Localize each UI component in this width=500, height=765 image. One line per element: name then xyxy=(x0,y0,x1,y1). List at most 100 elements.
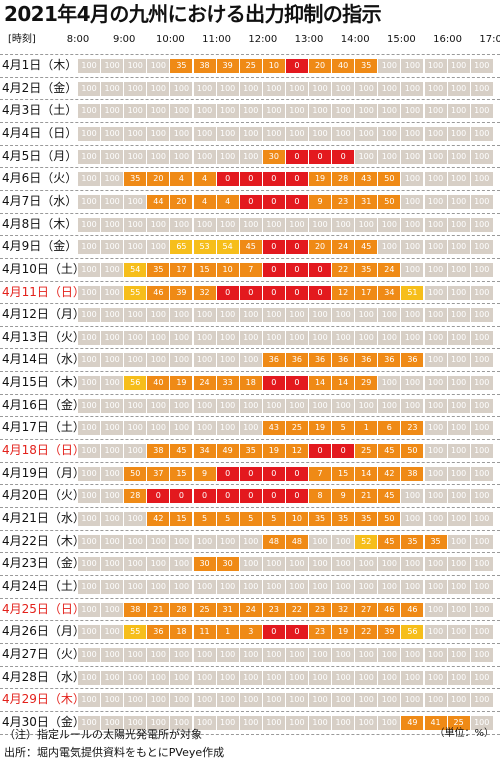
curtailment-cell: 100 xyxy=(424,126,447,141)
curtailment-cell: 100 xyxy=(470,579,493,594)
curtailment-cell: 100 xyxy=(424,693,447,708)
curtailment-cell: 15 xyxy=(170,466,193,481)
curtailment-cell: 100 xyxy=(170,126,193,141)
curtailment-cell: 100 xyxy=(170,693,193,708)
curtailment-cell: 100 xyxy=(78,308,101,323)
curtailment-cell: 100 xyxy=(470,647,493,662)
curtailment-cell: 100 xyxy=(147,421,170,436)
curtailment-cell: 100 xyxy=(101,579,124,594)
curtailment-cell: 100 xyxy=(239,670,262,685)
curtailment-cell: 45 xyxy=(239,240,262,255)
curtailment-cell: 100 xyxy=(424,602,447,617)
curtailment-cell: 100 xyxy=(124,421,147,436)
curtailment-cell: 4 xyxy=(193,194,216,209)
curtailment-cell: 100 xyxy=(147,126,170,141)
curtailment-cell: 100 xyxy=(239,149,262,164)
curtailment-cell: 0 xyxy=(285,489,308,504)
curtailment-cell: 45 xyxy=(378,534,401,549)
curtailment-cell: 100 xyxy=(309,715,332,730)
curtailment-cell: 100 xyxy=(378,240,401,255)
curtailment-cell: 46 xyxy=(378,602,401,617)
curtailment-cell: 100 xyxy=(470,376,493,391)
curtailment-cell: 0 xyxy=(262,376,285,391)
row-divider xyxy=(0,144,500,146)
curtailment-cell: 38 xyxy=(147,444,170,459)
curtailment-cell: 55 xyxy=(124,285,147,300)
curtailment-cell: 100 xyxy=(262,670,285,685)
curtailment-cell: 19 xyxy=(262,444,285,459)
curtailment-cell: 100 xyxy=(309,126,332,141)
curtailment-cell: 100 xyxy=(170,330,193,345)
curtailment-cell: 24 xyxy=(378,262,401,277)
curtailment-cell: 100 xyxy=(378,149,401,164)
curtailment-cell: 100 xyxy=(309,330,332,345)
curtailment-cell: 100 xyxy=(147,330,170,345)
curtailment-cell: 100 xyxy=(101,59,124,73)
curtailment-cell: 100 xyxy=(239,217,262,232)
curtailment-cell: 20 xyxy=(309,59,332,73)
curtailment-cell: 17 xyxy=(355,285,378,300)
row-divider xyxy=(0,529,500,531)
curtailment-cell: 100 xyxy=(101,308,124,323)
curtailment-cell: 100 xyxy=(78,172,101,187)
curtailment-cell: 100 xyxy=(424,308,447,323)
curtailment-cell: 38 xyxy=(193,59,216,73)
curtailment-cell: 100 xyxy=(78,625,101,640)
curtailment-cell: 100 xyxy=(216,534,239,549)
curtailment-cell: 100 xyxy=(355,670,378,685)
curtailment-cell: 100 xyxy=(101,602,124,617)
curtailment-cell: 0 xyxy=(262,625,285,640)
curtailment-cell: 0 xyxy=(262,466,285,481)
curtailment-cell: 0 xyxy=(285,625,308,640)
curtailment-cell: 100 xyxy=(470,217,493,232)
curtailment-cell: 10 xyxy=(262,59,285,73)
curtailment-cell: 100 xyxy=(101,534,124,549)
day-label: 4月29日（木） xyxy=(2,692,85,707)
curtailment-cell: 30 xyxy=(262,149,285,164)
curtailment-cell: 100 xyxy=(309,670,332,685)
curtailment-cell: 23 xyxy=(401,421,424,436)
curtailment-cell: 100 xyxy=(401,104,424,119)
curtailment-cell: 6 xyxy=(378,421,401,436)
curtailment-cell: 100 xyxy=(424,81,447,96)
curtailment-cell: 100 xyxy=(285,126,308,141)
curtailment-cell: 100 xyxy=(78,240,101,255)
curtailment-cell: 100 xyxy=(355,149,378,164)
curtailment-cell: 100 xyxy=(147,579,170,594)
curtailment-cell: 14 xyxy=(309,376,332,391)
curtailment-cell: 100 xyxy=(78,81,101,96)
curtailment-cell: 100 xyxy=(447,579,470,594)
row-divider xyxy=(0,76,500,78)
curtailment-cell: 21 xyxy=(147,602,170,617)
curtailment-cell: 100 xyxy=(401,376,424,391)
curtailment-cell: 100 xyxy=(193,579,216,594)
curtailment-cell: 100 xyxy=(401,81,424,96)
curtailment-cell: 100 xyxy=(101,353,124,368)
curtailment-cell: 100 xyxy=(378,376,401,391)
curtailment-cell: 31 xyxy=(216,602,239,617)
curtailment-cell: 19 xyxy=(332,625,355,640)
curtailment-cell: 100 xyxy=(101,194,124,209)
curtailment-cell: 35 xyxy=(147,262,170,277)
curtailment-cell: 100 xyxy=(124,647,147,662)
curtailment-cell: 50 xyxy=(401,444,424,459)
curtailment-cell: 100 xyxy=(355,217,378,232)
curtailment-cell: 100 xyxy=(424,285,447,300)
curtailment-cell: 100 xyxy=(470,466,493,481)
curtailment-cell: 100 xyxy=(170,81,193,96)
curtailment-cell: 100 xyxy=(447,81,470,96)
curtailment-cell: 19 xyxy=(309,421,332,436)
curtailment-cell: 28 xyxy=(170,602,193,617)
curtailment-cell: 25 xyxy=(193,602,216,617)
curtailment-cell: 100 xyxy=(262,308,285,323)
curtailment-cell: 100 xyxy=(447,421,470,436)
curtailment-cell: 14 xyxy=(332,376,355,391)
curtailment-cell: 100 xyxy=(170,104,193,119)
curtailment-cell: 100 xyxy=(401,512,424,526)
curtailment-cell: 100 xyxy=(309,557,332,572)
curtailment-cell: 100 xyxy=(147,557,170,572)
curtailment-cell: 0 xyxy=(170,489,193,504)
time-tick: 13:00 xyxy=(294,34,324,45)
curtailment-cell: 100 xyxy=(239,534,262,549)
curtailment-cell: 56 xyxy=(124,376,147,391)
